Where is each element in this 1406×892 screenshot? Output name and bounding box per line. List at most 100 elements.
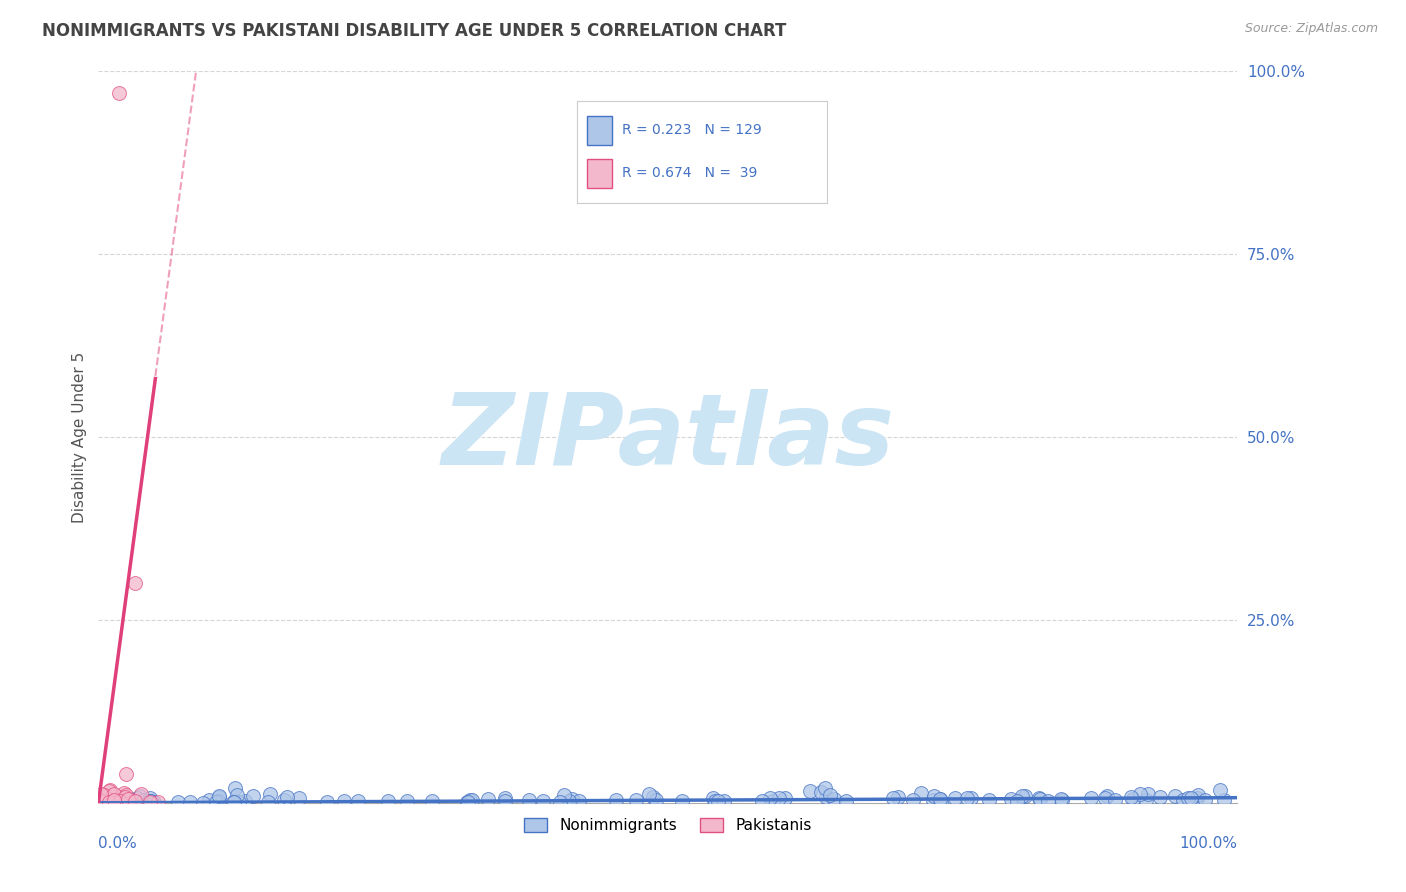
Point: [702, 790, 724, 805]
Point: [256, 795, 278, 809]
Point: [814, 781, 837, 796]
Point: [605, 793, 627, 807]
Point: [531, 794, 554, 808]
Point: [638, 787, 661, 801]
Point: [1050, 793, 1073, 807]
Point: [179, 795, 201, 809]
Point: [456, 795, 478, 809]
Point: [517, 793, 540, 807]
Point: [494, 791, 516, 805]
Point: [1014, 789, 1036, 803]
Point: [91, 790, 114, 805]
Point: [91, 793, 114, 807]
Point: [198, 793, 221, 807]
Point: [242, 789, 264, 804]
Point: [956, 791, 979, 805]
Point: [127, 791, 149, 805]
Point: [929, 792, 952, 806]
Point: [91, 795, 114, 809]
Point: [882, 790, 904, 805]
Point: [108, 87, 131, 101]
Point: [810, 785, 832, 799]
Point: [141, 796, 163, 810]
Point: [799, 784, 821, 798]
Point: [91, 796, 114, 810]
Point: [115, 792, 138, 806]
Point: [207, 794, 229, 808]
Point: [89, 796, 111, 810]
Point: [97, 795, 120, 809]
Point: [100, 794, 122, 808]
Point: [671, 794, 693, 808]
Point: [104, 795, 127, 809]
Point: [207, 789, 229, 803]
Point: [713, 794, 735, 808]
Point: [276, 789, 298, 804]
Point: [1095, 789, 1118, 804]
Point: [395, 794, 418, 808]
Point: [1104, 793, 1126, 807]
Point: [420, 794, 443, 808]
Point: [118, 794, 141, 808]
Point: [641, 789, 664, 804]
Point: [1136, 787, 1159, 801]
Point: [1194, 792, 1216, 806]
Point: [759, 791, 782, 805]
Point: [548, 795, 571, 809]
Point: [138, 795, 160, 809]
Point: [751, 794, 773, 808]
Point: [1028, 791, 1050, 805]
Point: [233, 794, 256, 808]
Point: [208, 790, 231, 805]
Point: [103, 793, 125, 807]
Point: [139, 790, 162, 805]
Point: [1036, 794, 1059, 808]
Point: [1209, 782, 1232, 797]
Point: [624, 793, 647, 807]
Point: [222, 795, 245, 809]
Point: [204, 795, 226, 809]
Point: [121, 795, 143, 809]
Point: [90, 796, 112, 810]
Point: [931, 793, 953, 807]
Point: [100, 796, 122, 810]
Point: [143, 795, 166, 809]
Point: [457, 795, 479, 809]
Point: [112, 793, 135, 807]
Point: [115, 795, 138, 809]
Point: [1049, 792, 1071, 806]
Point: [148, 795, 170, 809]
Point: [115, 766, 138, 780]
Point: [1171, 793, 1194, 807]
Point: [98, 782, 121, 797]
Point: [333, 794, 356, 808]
Point: [96, 796, 118, 810]
Point: [1094, 791, 1116, 805]
Point: [273, 793, 295, 807]
Point: [901, 792, 924, 806]
Point: [1000, 792, 1022, 806]
Point: [103, 795, 125, 809]
Point: [100, 796, 122, 810]
Point: [377, 794, 399, 808]
Point: [108, 794, 131, 808]
Point: [1122, 792, 1144, 806]
Point: [108, 796, 131, 810]
Point: [820, 788, 842, 802]
Point: [1080, 791, 1102, 805]
Point: [346, 794, 368, 808]
Point: [90, 787, 112, 801]
Point: [124, 794, 146, 808]
Point: [1180, 791, 1202, 805]
Point: [461, 793, 484, 807]
Point: [222, 796, 245, 810]
Point: [553, 788, 575, 802]
Point: [1185, 791, 1208, 805]
Point: [977, 793, 1000, 807]
Point: [815, 790, 838, 805]
Point: [117, 792, 139, 806]
Point: [112, 796, 135, 810]
Text: 100.0%: 100.0%: [1180, 836, 1237, 851]
Point: [112, 786, 135, 800]
Point: [167, 795, 190, 809]
